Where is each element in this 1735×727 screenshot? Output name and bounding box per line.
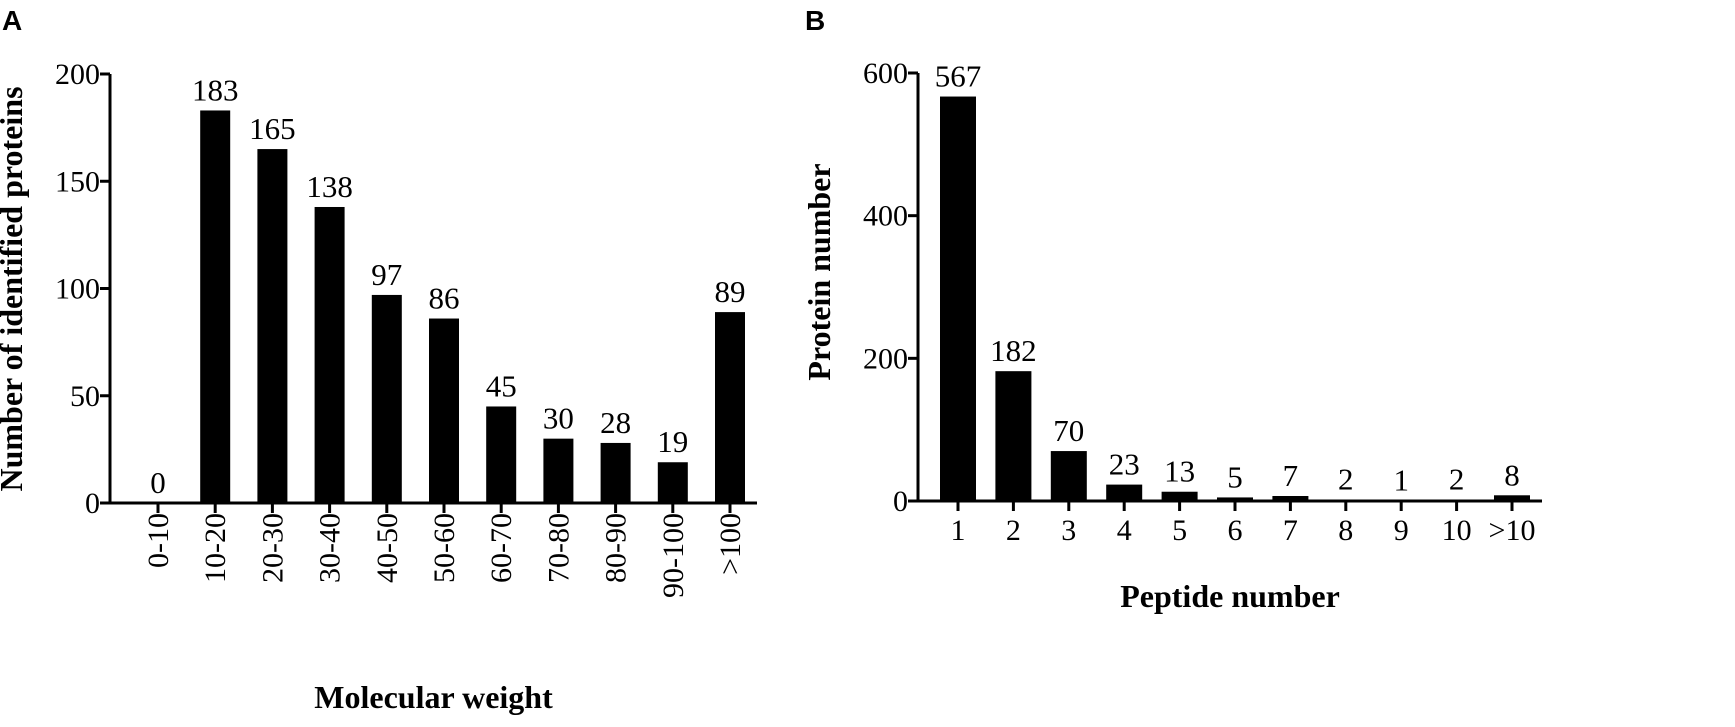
x-axis-title: Peptide number [1120, 578, 1340, 614]
data-label: 2 [1449, 462, 1465, 497]
x-tick-label: 6 [1228, 514, 1243, 547]
x-tick-label: 70-80 [542, 513, 575, 583]
x-tick-label: >10 [1489, 514, 1536, 547]
bar [940, 96, 976, 501]
y-tick-label: 0 [85, 487, 100, 520]
bar [1383, 500, 1420, 501]
bar [995, 371, 1032, 501]
x-tick-label: 3 [1061, 514, 1076, 547]
data-label: 567 [935, 59, 982, 94]
data-label: 30 [543, 401, 574, 436]
data-label: 165 [249, 111, 296, 146]
panel-letter: B [805, 5, 825, 36]
panel-a: A 0 50 100 150 200 0 0-10 183 10-20 165 20-30 138 30-… [0, 5, 757, 715]
bar [200, 110, 231, 503]
bar [1217, 497, 1253, 501]
x-tick-label: >100 [714, 513, 747, 575]
x-tick-label: 7 [1283, 514, 1298, 547]
data-label: 1 [1393, 462, 1409, 497]
data-label: 89 [715, 274, 746, 309]
x-tick-label: 10 [1442, 514, 1472, 547]
y-tick-label: 600 [863, 57, 908, 90]
x-tick-label: 40-50 [371, 513, 404, 583]
data-label: 19 [657, 424, 688, 459]
y-tick-label: 150 [55, 165, 100, 198]
data-label: 45 [486, 368, 517, 403]
bar [371, 294, 402, 503]
data-label: 0 [150, 465, 166, 500]
bar [715, 312, 745, 503]
y-axis-title: Protein number [801, 163, 837, 380]
y-tick-label: 0 [893, 485, 908, 518]
bar [1106, 484, 1143, 501]
y-tick-label: 50 [70, 380, 100, 413]
data-label: 23 [1109, 447, 1140, 482]
data-label: 13 [1164, 454, 1195, 489]
x-tick-label: 80-90 [600, 513, 633, 583]
panel-letter: A [2, 5, 22, 36]
bar [1161, 491, 1198, 501]
x-tick-label: 1 [951, 514, 966, 547]
x-tick-label: 50-60 [428, 513, 461, 583]
x-tick-label: 10-20 [199, 513, 232, 583]
bar [1494, 495, 1530, 501]
data-label: 97 [371, 257, 402, 292]
y-tick-label: 400 [863, 200, 908, 233]
bar [257, 149, 288, 503]
x-tick-label: 4 [1117, 514, 1132, 547]
x-tick-label: 2 [1006, 514, 1021, 547]
x-tick-label: 90-100 [657, 513, 690, 598]
x-tick-label: 30-40 [314, 513, 347, 583]
data-label: 138 [306, 169, 353, 204]
y-tick-label: 200 [55, 58, 100, 91]
data-label: 182 [990, 333, 1037, 368]
bar [1327, 499, 1364, 501]
y-axis-title: Number of identified proteins [0, 86, 29, 491]
x-tick-label: 9 [1394, 514, 1409, 547]
x-tick-label: 20-30 [256, 513, 289, 583]
data-label: 2 [1338, 462, 1354, 497]
bar [1050, 451, 1087, 501]
x-tick-label: 5 [1172, 514, 1187, 547]
bar [657, 462, 688, 503]
data-label: 5 [1227, 459, 1243, 494]
x-tick-label: 8 [1338, 514, 1353, 547]
bar [1272, 496, 1309, 501]
x-axis-title: Molecular weight [314, 679, 553, 715]
y-tick-label: 200 [863, 342, 908, 375]
bar [1438, 499, 1475, 501]
bar [600, 442, 631, 503]
y-tick-label: 100 [55, 273, 100, 306]
x-tick-label: 60-70 [485, 513, 518, 583]
bar [486, 406, 517, 503]
data-label: 7 [1283, 458, 1299, 493]
bar [314, 206, 345, 504]
x-tick-label: 0-10 [142, 513, 175, 568]
data-label: 183 [192, 72, 239, 107]
data-label: 86 [429, 281, 460, 316]
bar [543, 438, 574, 503]
data-label: 8 [1504, 457, 1520, 492]
data-label: 28 [600, 405, 631, 440]
bar [429, 318, 459, 503]
data-label: 70 [1053, 413, 1084, 448]
